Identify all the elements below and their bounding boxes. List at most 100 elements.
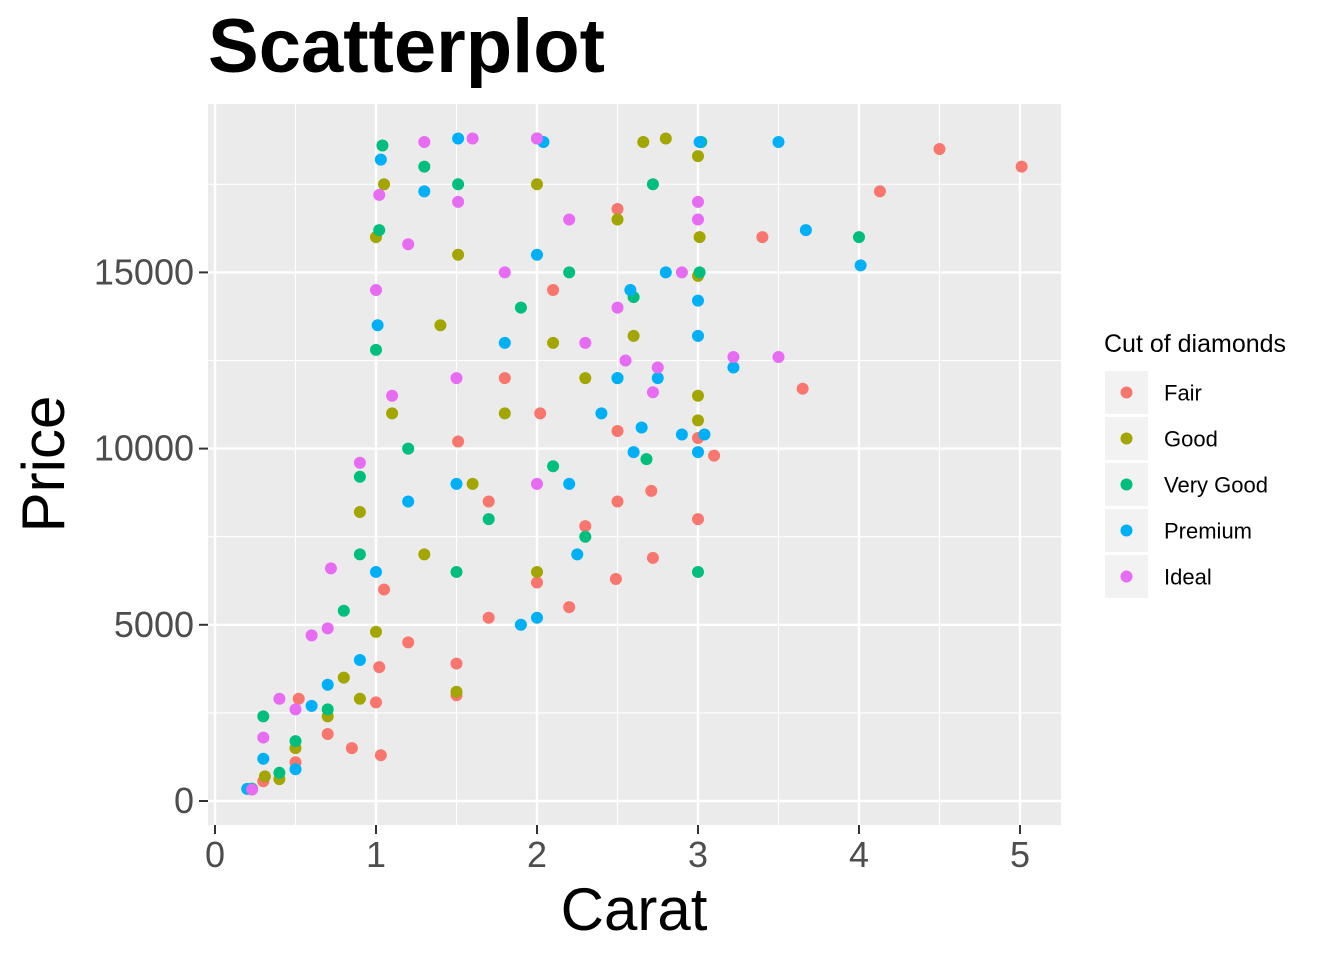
scatter-point	[756, 231, 769, 244]
scatter-point	[353, 654, 366, 667]
scatter-point	[321, 728, 334, 741]
y-axis-ticks: 0 5000 10000 15000	[94, 251, 208, 821]
scatter-point	[321, 678, 334, 691]
scatter-point	[452, 178, 465, 191]
chart-title: Scatterplot	[208, 4, 605, 89]
scatter-point	[531, 576, 543, 589]
scatter-point	[563, 477, 576, 490]
scatter-point	[257, 731, 270, 744]
scatter-point	[547, 284, 560, 297]
scatter-point	[646, 551, 659, 564]
scatter-point	[482, 513, 495, 526]
scatter-point	[305, 629, 318, 642]
scatter-point	[418, 160, 431, 173]
scatter-point	[531, 477, 543, 490]
scatter-point	[321, 622, 334, 635]
scatter-point	[693, 136, 706, 149]
scatter-point	[371, 319, 384, 332]
x-tick-label: 0	[205, 834, 225, 875]
scatter-point	[257, 710, 270, 723]
scatter-point	[418, 548, 431, 561]
scatter-point	[402, 495, 415, 508]
scatter-point	[353, 456, 366, 469]
scatter-point	[321, 703, 334, 716]
legend-label: Good	[1164, 427, 1218, 452]
scatter-point	[402, 238, 415, 251]
scatter-point	[624, 284, 637, 297]
scatter-point	[611, 202, 624, 215]
legend-label: Fair	[1164, 381, 1202, 406]
scatter-point	[418, 185, 431, 198]
scatter-point	[466, 477, 479, 490]
scatter-point	[693, 266, 706, 279]
scatter-point	[772, 350, 785, 363]
scatter-point	[498, 407, 511, 420]
scatter-point	[289, 703, 302, 716]
scatter-point	[292, 692, 305, 705]
scatter-point	[640, 453, 653, 466]
scatter-point	[246, 783, 259, 796]
legend-marker	[1120, 524, 1133, 537]
scatter-point	[531, 248, 543, 261]
scatter-point	[708, 449, 721, 462]
scatter-point	[452, 435, 465, 448]
scatter-point	[452, 132, 465, 145]
scatter-point	[370, 625, 382, 638]
scatter-point	[579, 520, 592, 533]
scatter-point	[611, 372, 624, 385]
scatter-point	[452, 248, 465, 261]
scatter-point	[611, 495, 624, 508]
scatter-point	[531, 178, 543, 191]
scatter-point	[619, 354, 632, 367]
scatter-point	[345, 742, 358, 755]
scatter-point	[273, 766, 286, 779]
scatter-point	[727, 350, 740, 363]
plot-panel	[208, 104, 1061, 825]
scatter-point	[579, 530, 592, 543]
scatter-point	[595, 407, 608, 420]
scatter-point	[651, 372, 664, 385]
scatter-point	[692, 329, 704, 342]
scatter-point	[434, 319, 447, 332]
scatter-point	[1015, 160, 1028, 173]
scatter-point	[418, 136, 431, 149]
scatter-point	[609, 572, 622, 585]
scatter-point	[498, 372, 511, 385]
y-tick-label: 5000	[114, 604, 194, 645]
scatter-point	[646, 178, 659, 191]
scatter-point	[450, 372, 463, 385]
scatter-point	[376, 139, 389, 152]
scatter-point	[370, 565, 382, 578]
scatter-point	[273, 692, 286, 705]
scatter-point	[627, 446, 640, 459]
scatter-point	[482, 611, 495, 624]
scatter-point	[452, 195, 465, 208]
scatter-point	[692, 446, 704, 459]
scatter-point	[873, 185, 886, 198]
scatter-point	[450, 685, 463, 698]
x-axis-ticks: 0 1 2 3 4 5	[205, 825, 1030, 875]
scatter-point	[324, 562, 337, 575]
scatter-point	[514, 618, 527, 631]
scatter-point	[611, 213, 624, 226]
scatter-point	[772, 136, 785, 149]
scatter-point	[374, 749, 387, 762]
scatter-point	[305, 699, 318, 712]
legend-label: Ideal	[1164, 565, 1212, 590]
scatter-point	[370, 343, 382, 356]
scatter-point	[482, 495, 495, 508]
scatter-point	[514, 301, 527, 314]
scatter-point	[933, 143, 946, 156]
scatter-point	[692, 195, 704, 208]
scatter-point	[698, 428, 711, 441]
scatter-point	[611, 301, 624, 314]
scatter-point	[627, 329, 640, 342]
scatter-point	[563, 266, 576, 279]
legend: Cut of diamonds Fair Good Very Good Premium…	[1104, 330, 1286, 598]
scatter-point	[258, 770, 271, 783]
scatter-point	[659, 132, 672, 145]
scatter-point	[531, 611, 543, 624]
scatter-point	[498, 266, 511, 279]
scatter-point	[692, 213, 704, 226]
scatter-point	[637, 136, 650, 149]
